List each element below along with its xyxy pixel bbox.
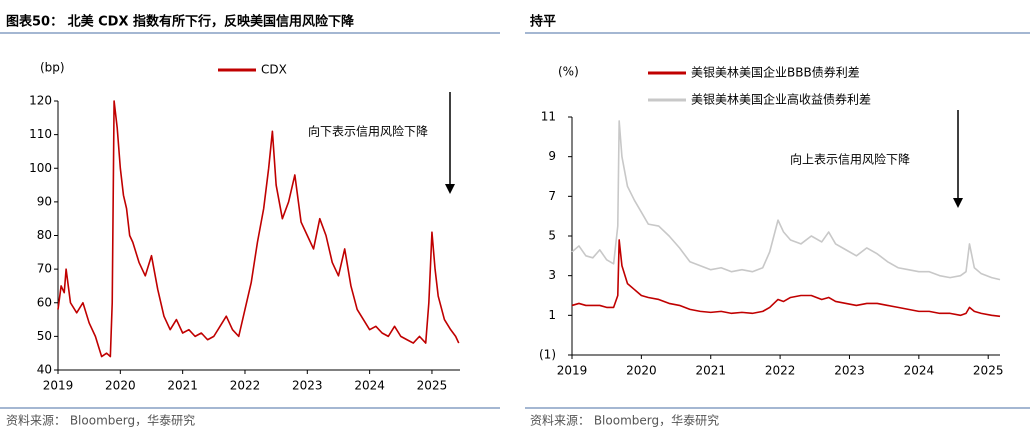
y-tick-label: (1) [539,348,556,362]
x-tick-label: 2019 [557,364,588,378]
y-tick-label: 50 [37,329,52,343]
y-tick-label: 11 [541,110,556,124]
x-tick-label: 2024 [354,379,385,393]
y-tick-label: 110 [29,127,52,141]
chart-title: 图表50： 北美 CDX 指数有所下行，反映美国信用风险下降 [6,14,355,30]
arrow-head [953,198,963,208]
chart-title: 持平 [530,14,556,30]
y-tick-label: 70 [37,262,52,276]
y-tick-label: 80 [37,228,52,242]
x-tick-label: 2021 [167,379,198,393]
y-tick-label: 120 [29,94,52,108]
y-tick-label: 60 [37,295,52,309]
x-tick-label: 2023 [292,379,323,393]
x-tick-label: 2023 [834,364,865,378]
x-tick-label: 2025 [417,379,448,393]
y-tick-label: 7 [548,189,556,203]
y-tick-label: 100 [29,161,52,175]
source-note: 资料来源： Bloomberg，华泰研究 [530,413,719,428]
x-tick-label: 2022 [230,379,261,393]
x-tick-label: 2019 [43,379,74,393]
annotation: 向上表示信用风险下降 [790,152,910,167]
series-line [571,239,1001,318]
y-axis-label: (bp) [40,61,65,75]
series-line [57,100,460,358]
y-tick-label: 5 [548,229,556,243]
legend-label: 美银美林美国企业高收益债券利差 [691,92,871,107]
y-tick-label: 40 [37,363,52,377]
source-note: 资料来源： Bloomberg，华泰研究 [6,413,195,428]
x-tick-label: 2021 [695,364,726,378]
y-tick-label: 9 [548,149,556,163]
x-tick-label: 2024 [904,364,935,378]
y-tick-label: 1 [548,308,556,322]
y-tick-label: 90 [37,194,52,208]
x-tick-label: 2025 [973,364,1004,378]
y-tick-label: 3 [548,268,556,282]
series-line [571,120,1001,281]
legend-label: 美银美林美国企业BBB债券利差 [691,65,860,80]
y-axis-label: (%) [558,65,579,79]
legend-label: CDX [261,63,287,77]
x-tick-label: 2020 [105,379,136,393]
arrow-head [445,184,455,194]
x-tick-label: 2020 [626,364,657,378]
x-tick-label: 2022 [765,364,796,378]
annotation: 向下表示信用风险下降 [308,124,428,139]
